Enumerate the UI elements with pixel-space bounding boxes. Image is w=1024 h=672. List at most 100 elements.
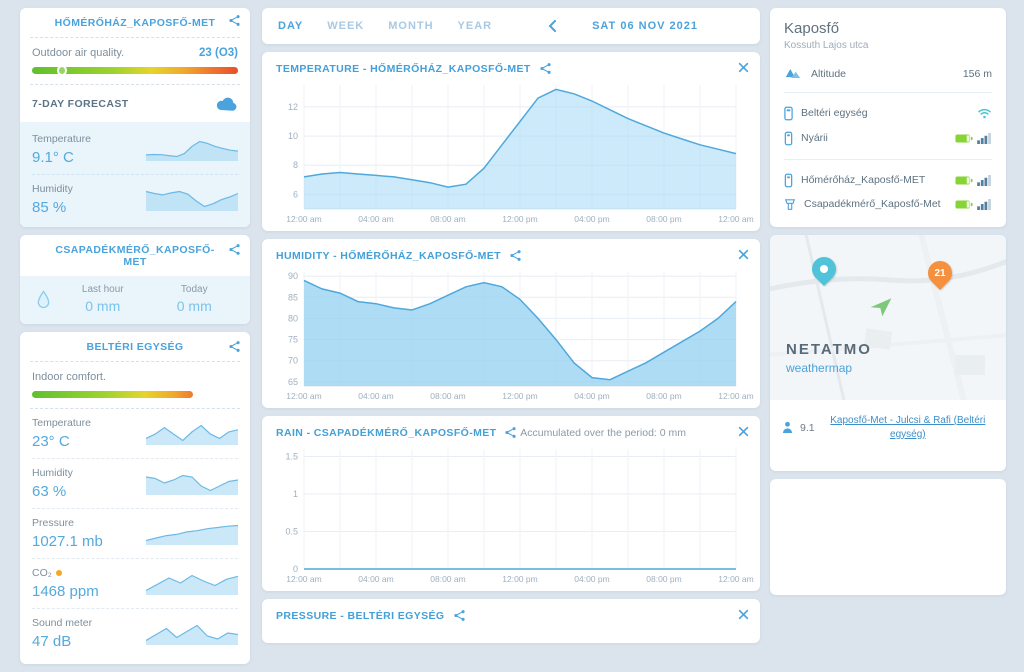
indoor-module-icon — [784, 106, 793, 121]
svg-text:10: 10 — [288, 131, 298, 141]
station-map-pin[interactable] — [807, 251, 841, 286]
svg-text:12:00 pm: 12:00 pm — [502, 574, 537, 584]
indoor-comfort-label: Indoor comfort. — [32, 371, 106, 383]
left-sidebar: HŐMÉRŐHÁZ_KAPOSFŐ-MET Outdoor air qualit… — [20, 8, 250, 672]
outdoor-module-icon — [784, 173, 793, 188]
svg-text:08:00 pm: 08:00 pm — [646, 574, 681, 584]
forecast-label: 7-DAY FORECAST — [32, 97, 129, 110]
pressure-chart-card: PRESSURE - BELTÉRI EGYSÉG — [262, 599, 760, 643]
metric-row[interactable]: Pressure 1027.1 mb — [32, 508, 238, 558]
divider — [30, 37, 240, 38]
svg-text:6: 6 — [293, 189, 298, 199]
station-link[interactable]: Kaposfő-Met - Julcsi & Rafi (Beltéri egy… — [830, 414, 986, 440]
mountain-icon — [784, 67, 802, 80]
metric-row[interactable]: CO₂ 1468 ppm — [32, 558, 238, 608]
svg-text:75: 75 — [288, 335, 298, 345]
pin-temperature-value: 21 — [934, 267, 946, 279]
metric-label: Sound meter — [32, 617, 93, 629]
metric-label: Humidity — [32, 467, 73, 479]
person-icon — [782, 421, 793, 434]
forecast-row[interactable]: 7-DAY FORECAST — [20, 85, 250, 122]
signal-strength-icon — [977, 199, 992, 211]
metric-row[interactable]: Humidity 63 % — [32, 458, 238, 508]
svg-text:0.5: 0.5 — [285, 527, 298, 537]
netatmo-dashboard: { "colors": { "accent": "#4aa3dc", "back… — [20, 8, 1006, 664]
metric-label: Temperature — [32, 133, 91, 145]
rain-card-title: CSAPADÉKMÉRŐ_KAPOSFŐ-MET — [55, 244, 215, 268]
signal-strength-icon — [977, 133, 992, 144]
metric-row[interactable]: Temperature 23° C — [32, 409, 238, 458]
tab-month[interactable]: MONTH — [388, 20, 434, 32]
share-icon[interactable] — [228, 243, 241, 256]
main-charts-column: DAY WEEK MONTH YEAR SAT 06 NOV 2021 TEMP… — [262, 8, 760, 651]
rain-summary: Last hour 0 mm Today 0 mm — [20, 276, 250, 324]
svg-text:04:00 am: 04:00 am — [358, 214, 393, 224]
share-icon[interactable] — [228, 14, 241, 27]
svg-text:04:00 pm: 04:00 pm — [574, 391, 609, 401]
svg-text:12:00 am: 12:00 am — [286, 214, 321, 224]
module-row[interactable]: Beltéri egység — [784, 101, 992, 126]
chevron-left-icon[interactable] — [548, 20, 557, 32]
co2-alert-dot — [55, 570, 62, 577]
metric-row[interactable]: Temperature 9.1° C — [32, 125, 238, 174]
svg-text:08:00 am: 08:00 am — [430, 391, 465, 401]
rain-chart[interactable]: 0 0.5 1 1.5 12:00 am 04:00 am 08:00 am 12:00 pm… — [276, 441, 754, 587]
share-icon[interactable] — [509, 249, 522, 262]
close-icon[interactable] — [738, 249, 749, 260]
module-name: Csapadékmérő_Kaposfő-Met — [804, 198, 941, 210]
divider — [30, 84, 240, 85]
pressure-sparkline — [146, 523, 238, 545]
temperature-chart[interactable]: 6 8 10 12 12:00 am 04:00 am 08:00 am 12:00 pm 04… — [276, 77, 754, 227]
module-row[interactable]: Nyárii — [784, 126, 992, 151]
svg-text:04:00 am: 04:00 am — [358, 391, 393, 401]
altitude-value: 156 m — [962, 67, 992, 80]
temperature-chart-card: TEMPERATURE - HŐMÉRŐHÁZ_KAPOSFŐ-MET 6 8 10… — [262, 52, 760, 231]
metric-row[interactable]: Humidity 85 % — [32, 174, 238, 224]
pin-dot — [820, 264, 828, 273]
svg-text:8: 8 — [293, 160, 298, 170]
close-icon[interactable] — [738, 609, 749, 620]
divider — [30, 408, 240, 409]
altitude-row: Altitude 156 m — [784, 65, 992, 84]
metric-value: 63 % — [32, 483, 67, 500]
navigation-arrow-icon[interactable] — [868, 293, 894, 319]
metric-row[interactable]: Sound meter 47 dB — [32, 608, 238, 658]
module-name: Nyárii — [801, 131, 828, 144]
temperature-sparkline — [146, 139, 238, 161]
outdoor-card-title: HŐMÉRŐHÁZ_KAPOSFŐ-MET — [54, 17, 216, 29]
share-icon[interactable] — [504, 426, 517, 439]
air-quality-value: 23 (O3) — [199, 47, 238, 59]
share-icon[interactable] — [539, 62, 552, 75]
outdoor-metrics: Temperature 9.1° C Humidity 85 % — [20, 122, 250, 227]
indoor-comfort-scale — [32, 391, 193, 398]
tab-day[interactable]: DAY — [278, 20, 304, 32]
metric-label: Temperature — [32, 417, 91, 429]
battery-icon — [955, 176, 973, 185]
map-area[interactable]: 21 NETATMO weathermap — [770, 234, 1006, 400]
tab-year[interactable]: YEAR — [457, 20, 493, 32]
weathermap-label[interactable]: weathermap — [786, 360, 853, 375]
humidity-chart[interactable]: 65 70 75 80 85 90 12:00 am 04:00 am 08:00 am 12:0… — [276, 264, 753, 404]
module-row[interactable]: Csapadékmérő_Kaposfő-Met — [784, 193, 992, 217]
temperature-map-pin[interactable]: 21 — [923, 255, 957, 290]
current-date[interactable]: SAT 06 NOV 2021 — [592, 20, 698, 32]
station-link-value: 9.1 — [800, 421, 815, 434]
svg-text:80: 80 — [288, 313, 298, 323]
station-address: Kossuth Lajos utca — [784, 40, 869, 51]
close-icon[interactable] — [738, 62, 749, 73]
station-info-card: Kaposfő Kossuth Lajos utca Altitude 156 … — [770, 8, 1006, 227]
rain-col-label: Today — [180, 284, 208, 295]
share-icon[interactable] — [228, 340, 241, 353]
humidity-chart-card: HUMIDITY - HŐMÉRŐHÁZ_KAPOSFŐ-MET 65 70 75 8… — [262, 239, 760, 408]
module-row[interactable]: Hőmérőház_Kaposfő-MET — [784, 168, 992, 193]
station-name: Kaposfő — [784, 20, 840, 37]
share-icon[interactable] — [453, 609, 466, 622]
tab-week[interactable]: WEEK — [327, 20, 365, 32]
close-icon[interactable] — [738, 426, 749, 437]
air-quality-label: Outdoor air quality. — [32, 47, 125, 59]
outdoor-module-icon — [784, 131, 793, 146]
rain-chart-card: RAIN - CSAPADÉKMÉRŐ_KAPOSFŐ-MET Accumula… — [262, 416, 760, 591]
water-drop-icon — [36, 289, 51, 309]
divider — [30, 361, 240, 362]
metric-label: Humidity — [32, 183, 73, 195]
